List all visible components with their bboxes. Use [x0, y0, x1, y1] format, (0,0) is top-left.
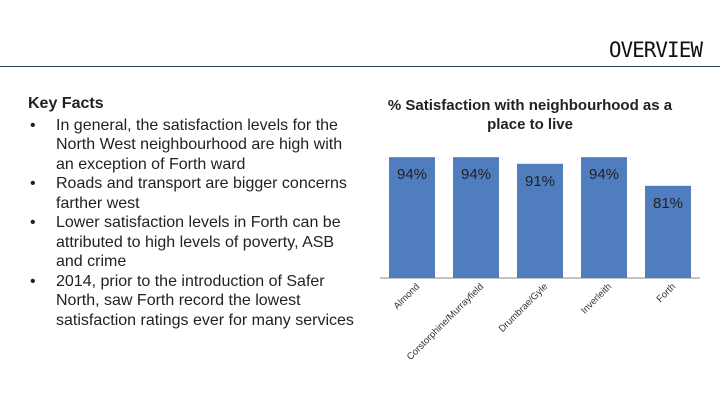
x-tick-label: Drumbrae/Gyle [497, 281, 550, 334]
key-fact-item: • 2014, prior to the introduction of Safe… [28, 272, 358, 331]
bar-almond [389, 157, 435, 278]
data-label: 91% [525, 173, 555, 190]
key-fact-text: Roads and transport are bigger concerns … [56, 175, 347, 212]
key-fact-item: • Roads and transport are bigger concerns… [28, 174, 358, 213]
bullet-icon: • [30, 175, 36, 192]
bullet-icon: • [30, 116, 36, 134]
data-label: 94% [461, 166, 491, 183]
x-tick-label: Almond [392, 281, 423, 312]
data-label: 94% [589, 166, 619, 183]
x-tick-label: Forth [655, 281, 678, 304]
chart-title: % Satisfaction with neighbourhood as a p… [387, 97, 673, 133]
key-fact-text: 2014, prior to the introduction of Safer… [56, 272, 354, 329]
key-facts-heading: Key Facts [28, 95, 104, 112]
key-facts-list: • In general, the satisfaction levels for… [28, 116, 358, 331]
key-fact-item: • Lower satisfaction levels in Forth can … [28, 213, 358, 272]
key-fact-text: Lower satisfaction levels in Forth can b… [56, 214, 341, 270]
data-label: 81% [653, 195, 683, 212]
bullet-icon: • [30, 214, 36, 231]
bar-forth [645, 185, 691, 278]
key-fact-item: • In general, the satisfaction levels for… [28, 116, 358, 175]
bar-corstorphine-murrayfield [453, 157, 499, 278]
x-tick-label: Inverleith [579, 281, 614, 316]
page-title: OVERVIEW [608, 38, 703, 62]
data-label: 94% [397, 166, 427, 183]
header-divider [0, 66, 720, 67]
key-facts-panel: Key Facts • In general, the satisfaction … [28, 94, 358, 330]
key-fact-text: In general, the satisfaction levels for … [56, 116, 343, 173]
bar-inverleith [581, 157, 627, 278]
bullet-icon: • [30, 272, 36, 290]
bar-drumbrae-gyle [517, 163, 563, 278]
